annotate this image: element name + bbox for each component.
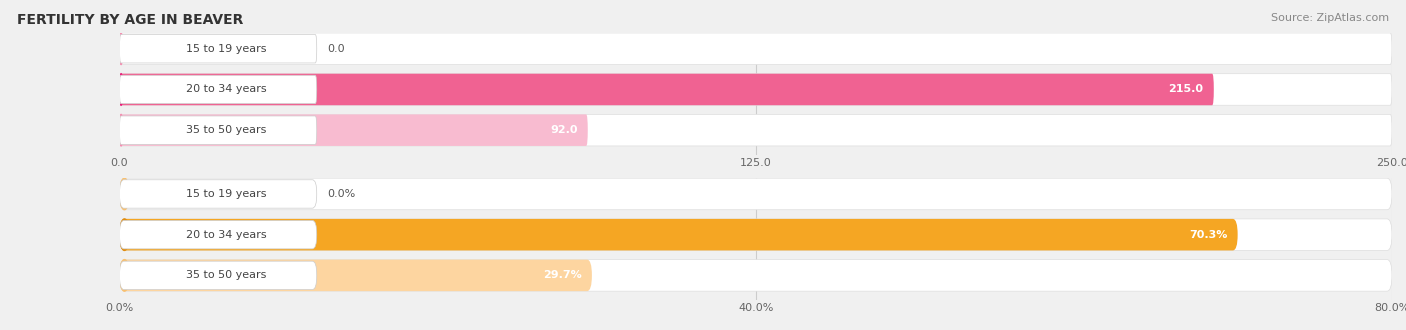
Text: 0.0: 0.0 [328,44,344,54]
Text: Source: ZipAtlas.com: Source: ZipAtlas.com [1271,13,1389,23]
FancyBboxPatch shape [120,260,592,291]
Text: 29.7%: 29.7% [543,270,582,280]
FancyBboxPatch shape [120,180,316,208]
Circle shape [120,219,129,250]
Text: 215.0: 215.0 [1168,84,1204,94]
Text: 35 to 50 years: 35 to 50 years [186,270,266,280]
FancyBboxPatch shape [120,33,1392,65]
FancyBboxPatch shape [120,35,316,63]
FancyBboxPatch shape [120,74,1213,105]
Text: FERTILITY BY AGE IN BEAVER: FERTILITY BY AGE IN BEAVER [17,13,243,27]
FancyBboxPatch shape [120,219,1237,250]
Text: 15 to 19 years: 15 to 19 years [186,189,266,199]
Circle shape [120,178,129,210]
FancyBboxPatch shape [120,75,316,104]
FancyBboxPatch shape [120,115,588,146]
FancyBboxPatch shape [120,260,1392,291]
Text: 35 to 50 years: 35 to 50 years [186,125,266,135]
Circle shape [120,74,122,105]
Text: 0.0%: 0.0% [328,189,356,199]
FancyBboxPatch shape [120,115,1392,146]
FancyBboxPatch shape [120,219,1392,250]
Circle shape [120,33,122,65]
Circle shape [120,115,122,146]
Text: 70.3%: 70.3% [1189,230,1227,240]
Text: 20 to 34 years: 20 to 34 years [186,230,266,240]
Text: 20 to 34 years: 20 to 34 years [186,84,266,94]
Text: 15 to 19 years: 15 to 19 years [186,44,266,54]
Circle shape [120,260,129,291]
Text: 92.0: 92.0 [550,125,578,135]
FancyBboxPatch shape [120,220,316,249]
FancyBboxPatch shape [120,116,316,144]
FancyBboxPatch shape [120,74,1392,105]
FancyBboxPatch shape [120,261,316,289]
FancyBboxPatch shape [120,178,1392,210]
